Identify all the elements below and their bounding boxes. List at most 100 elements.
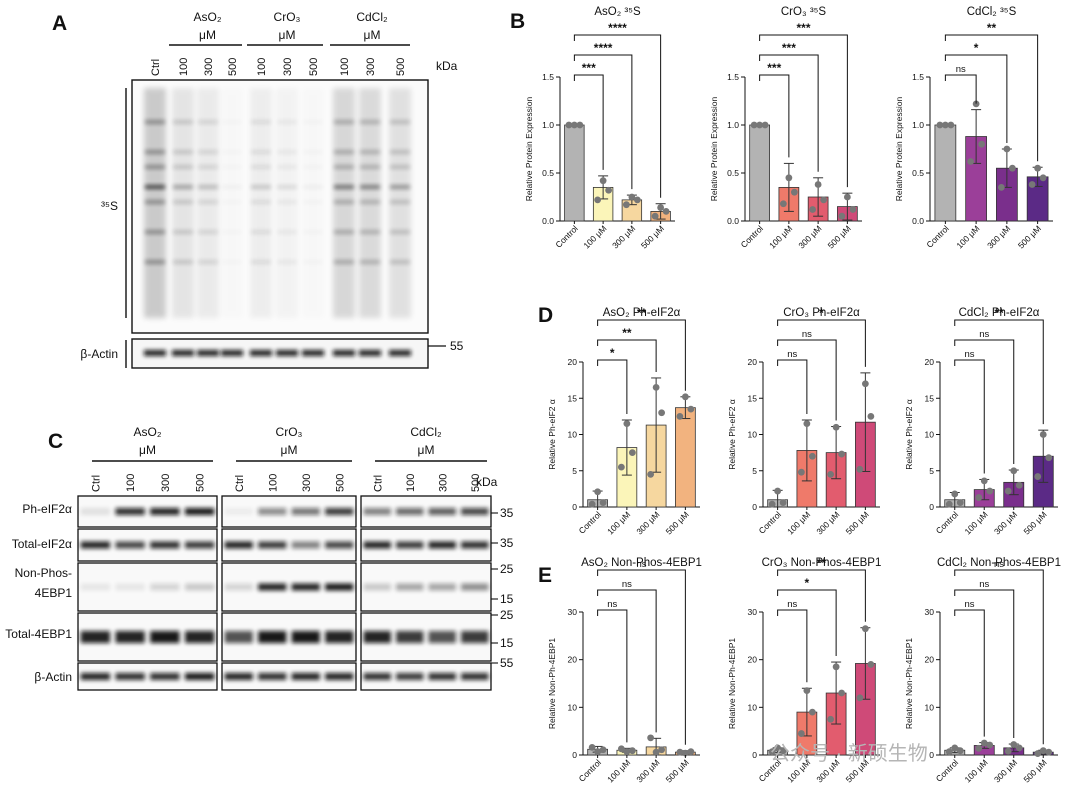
group-unit: μM [418, 443, 435, 457]
data-point [652, 383, 660, 391]
data-point [980, 477, 988, 485]
blot-band [390, 185, 410, 189]
y-tick-label: 1.5 [912, 72, 924, 82]
data-point [768, 500, 776, 508]
blot-band [251, 260, 271, 264]
blot-band [291, 631, 320, 643]
significance-bracket [597, 589, 657, 733]
data-point [1034, 473, 1042, 480]
y-tick-label: 20 [748, 655, 758, 665]
blot-band [334, 150, 354, 154]
blot-band [277, 120, 297, 124]
blot-band [303, 120, 323, 124]
lane-label: Ctrl [234, 475, 246, 492]
blot-band [251, 120, 271, 124]
blot-band [198, 185, 218, 189]
group-unit: μM [281, 443, 298, 457]
chart-title: CrO₃ Non-Phos-4EBP1 [762, 557, 882, 569]
data-point [827, 715, 835, 723]
data-point [1034, 164, 1042, 172]
y-tick-label: 1.0 [542, 120, 554, 130]
blot-band [390, 230, 410, 234]
x-tick-label: 300 μM [634, 509, 661, 536]
blot-band [390, 150, 410, 154]
blot-band [222, 200, 242, 204]
blot-band [291, 508, 320, 515]
blot-band [173, 260, 193, 264]
blot-band [184, 673, 215, 680]
significance-label: ns [607, 599, 617, 610]
data-point [588, 743, 596, 751]
significance-bracket [954, 609, 985, 737]
chart-title: CrO₃ Ph-eIF2α [783, 307, 860, 319]
y-tick-label: 30 [925, 607, 935, 617]
x-tick-label: 100 μM [962, 757, 989, 784]
group-label: CrO₃ [274, 10, 301, 24]
data-point [1028, 181, 1036, 188]
y-tick-label: 15 [925, 393, 935, 403]
blot-band [360, 150, 380, 154]
marker-label: 35 [500, 506, 514, 520]
blot-band [258, 673, 287, 680]
blot-band [173, 200, 193, 204]
data-point [785, 174, 793, 182]
data-point [576, 121, 584, 129]
x-tick-label: 100 μM [605, 509, 632, 536]
actin-band [389, 350, 411, 356]
watermark-text: 公众号 · 新硕生物 [770, 742, 928, 765]
blot-band [461, 631, 489, 643]
data-point [941, 121, 949, 129]
blot-band [277, 185, 297, 189]
significance-label: ns [964, 599, 974, 610]
data-point [628, 193, 636, 201]
lane-label: 100 [405, 474, 417, 492]
blot-band [115, 583, 145, 591]
blot-band [334, 260, 354, 264]
blot-band [396, 541, 424, 549]
blot-band [173, 150, 193, 154]
y-tick-label: 20 [568, 357, 578, 367]
x-tick-label: 500 μM [1016, 223, 1043, 250]
blot-band [222, 185, 242, 189]
significance-bracket [777, 339, 837, 421]
data-point [856, 694, 864, 702]
y-axis-label: Relative Protein Expression [709, 97, 719, 202]
blot-band [251, 200, 271, 204]
data-point [628, 747, 636, 755]
data-point [849, 206, 857, 213]
significance-bracket [777, 589, 837, 657]
y-axis-label: Relative Non-Ph-4EBP1 [547, 638, 557, 729]
significance-bracket [944, 74, 977, 104]
y-tick-label: 10 [748, 702, 758, 712]
y-axis-label: Relative Ph-eIF2 α [727, 399, 737, 470]
blot-band [173, 120, 193, 124]
lane-label: 500 [195, 474, 207, 492]
lane-label: Ctrl [150, 59, 162, 76]
blot-band [461, 541, 489, 549]
data-point [956, 747, 964, 755]
data-point [945, 500, 953, 508]
panel-label-b: B [510, 10, 525, 33]
blot-band [150, 541, 180, 549]
y-tick-label: 10 [568, 702, 578, 712]
blot-band [390, 260, 410, 264]
significance-label: * [974, 41, 979, 55]
actin-band [333, 350, 355, 356]
lane-label: 500 [395, 58, 407, 76]
data-point [599, 746, 607, 754]
data-point [1034, 750, 1042, 757]
blot-band [396, 583, 424, 591]
group-label: AsO₂ [194, 10, 222, 24]
blot-band [360, 165, 380, 169]
blot-band [428, 541, 456, 549]
significance-bracket [777, 569, 866, 622]
data-point [972, 100, 980, 108]
chart-title: CdCl₂ Ph-eIF2α [959, 307, 1040, 319]
data-point [750, 121, 758, 129]
row-label: Total-eIF2α [12, 537, 72, 551]
significance-bracket [777, 609, 808, 683]
blot-band [258, 541, 287, 549]
blot-band [303, 150, 323, 154]
blot-band [222, 165, 242, 169]
blot-band [145, 185, 165, 189]
